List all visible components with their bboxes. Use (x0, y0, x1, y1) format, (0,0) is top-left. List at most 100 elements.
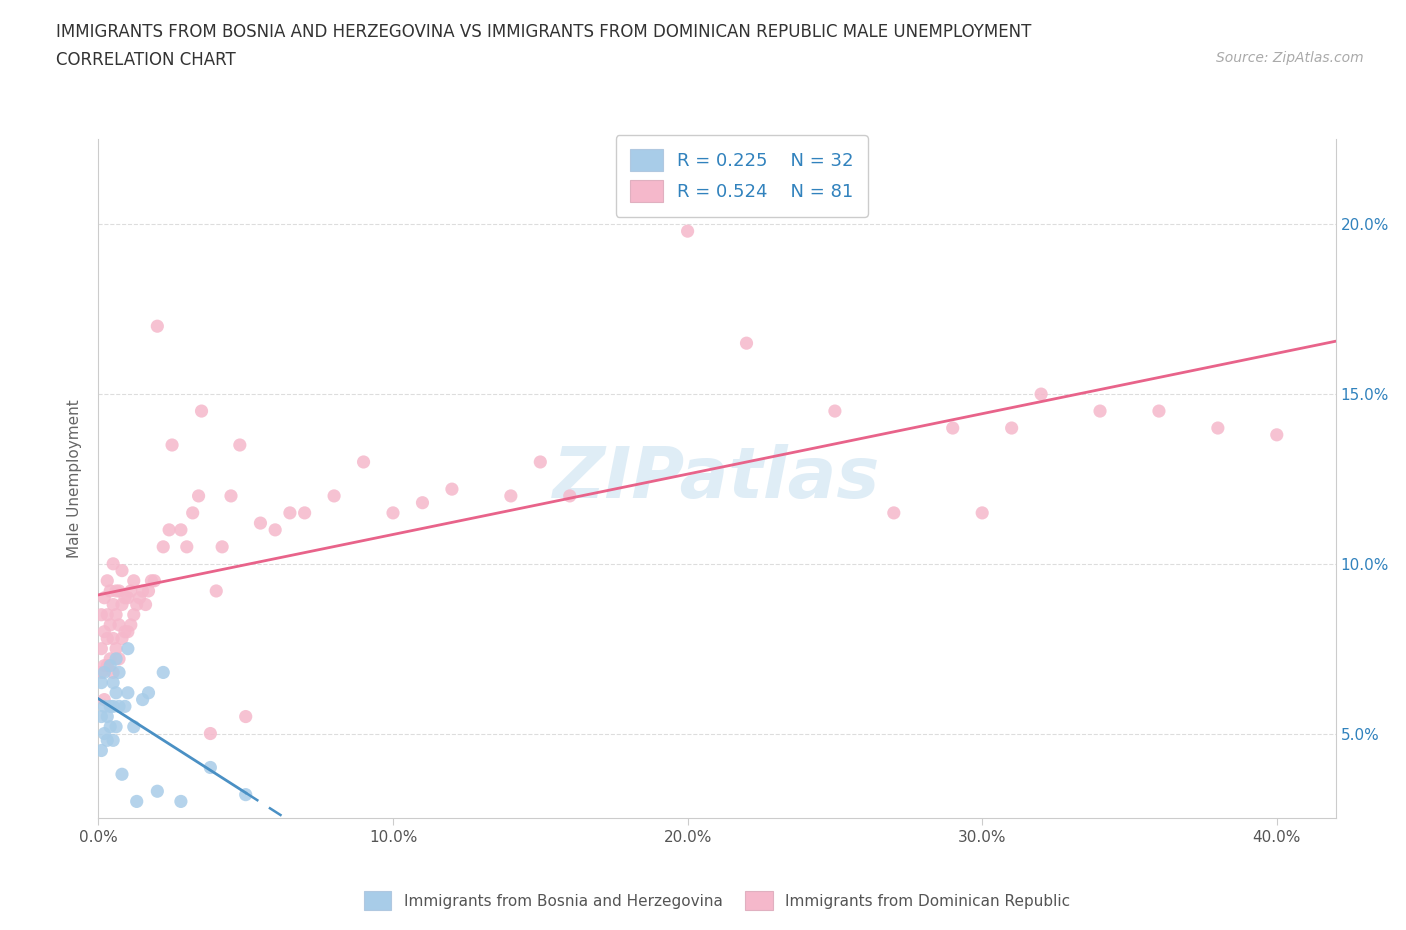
Point (90, 642, 112, 657)
Text: IMMIGRANTS FROM BOSNIA AND HERZEGOVINA VS IMMIGRANTS FROM DOMINICAN REPUBLIC MAL: IMMIGRANTS FROM BOSNIA AND HERZEGOVINA V… (56, 23, 1032, 41)
Point (529, 455, 551, 470)
Point (235, 787, 257, 802)
Point (249, 515, 271, 530)
Point (114, 699, 136, 714)
Point (117, 642, 139, 657)
Point (111, 597, 134, 612)
Point (135, 597, 157, 612)
Point (157, 523, 180, 538)
Point (93, 665, 115, 680)
Point (211, 539, 233, 554)
Point (117, 685, 139, 700)
Point (187, 488, 209, 503)
Point (90, 743, 112, 758)
Point (170, 794, 193, 809)
Point (98, 618, 121, 632)
Point (96, 710, 118, 724)
Point (98, 719, 121, 734)
Text: ZIPatlas: ZIPatlas (554, 445, 880, 513)
Point (128, 591, 150, 605)
Point (264, 523, 287, 538)
Point (141, 573, 163, 589)
Point (120, 583, 142, 598)
Point (96, 573, 118, 589)
Point (131, 692, 153, 707)
Point (170, 523, 193, 538)
Legend: Immigrants from Bosnia and Herzegovina, Immigrants from Dominican Republic: Immigrants from Bosnia and Herzegovina, … (357, 885, 1077, 916)
Text: CORRELATION CHART: CORRELATION CHART (56, 51, 236, 69)
Point (499, 488, 522, 503)
Point (105, 583, 128, 598)
Point (90, 607, 112, 622)
Point (111, 631, 134, 646)
Point (108, 583, 131, 598)
Point (181, 506, 204, 521)
Point (101, 597, 124, 612)
Point (108, 651, 131, 666)
Point (143, 573, 166, 589)
Point (93, 591, 115, 605)
Point (1147, 404, 1170, 418)
Point (96, 733, 118, 748)
Point (176, 539, 198, 554)
Point (105, 685, 128, 700)
Point (108, 618, 131, 632)
Point (101, 665, 124, 680)
Point (98, 699, 121, 714)
Text: Source: ZipAtlas.com: Source: ZipAtlas.com (1216, 51, 1364, 65)
Point (93, 726, 115, 741)
Point (93, 692, 115, 707)
Point (105, 642, 128, 657)
Point (323, 488, 346, 503)
Point (93, 624, 115, 639)
Point (1265, 428, 1288, 443)
Point (101, 699, 124, 714)
Point (101, 631, 124, 646)
Point (146, 784, 169, 799)
Point (152, 539, 174, 554)
Point (98, 651, 121, 666)
Point (382, 506, 405, 521)
Point (96, 631, 118, 646)
Point (200, 726, 222, 741)
Point (219, 488, 242, 503)
Point (96, 658, 118, 673)
Point (96, 607, 118, 622)
Point (1206, 420, 1229, 435)
Point (111, 564, 134, 578)
Point (93, 699, 115, 714)
Point (122, 573, 145, 589)
Point (120, 618, 142, 632)
Point (131, 583, 153, 598)
Point (972, 506, 994, 521)
Point (114, 624, 136, 639)
Y-axis label: Male Unemployment: Male Unemployment (67, 400, 83, 558)
Point (411, 496, 433, 511)
Point (942, 420, 965, 435)
Point (152, 665, 174, 680)
Point (190, 404, 212, 418)
Point (105, 607, 128, 622)
Point (235, 710, 257, 724)
Point (98, 658, 121, 673)
Point (278, 506, 301, 521)
Point (111, 767, 134, 782)
Point (1088, 404, 1111, 418)
Point (883, 506, 905, 521)
Point (676, 224, 699, 239)
Point (117, 624, 139, 639)
Point (138, 583, 160, 598)
Point (205, 583, 228, 598)
Point (105, 651, 128, 666)
Point (108, 665, 131, 680)
Point (117, 591, 139, 605)
Point (93, 658, 115, 673)
Point (125, 794, 148, 809)
Point (558, 488, 581, 503)
Point (229, 437, 252, 452)
Point (101, 556, 124, 571)
Point (200, 760, 222, 775)
Point (1001, 420, 1024, 435)
Point (146, 319, 169, 334)
Point (108, 699, 131, 714)
